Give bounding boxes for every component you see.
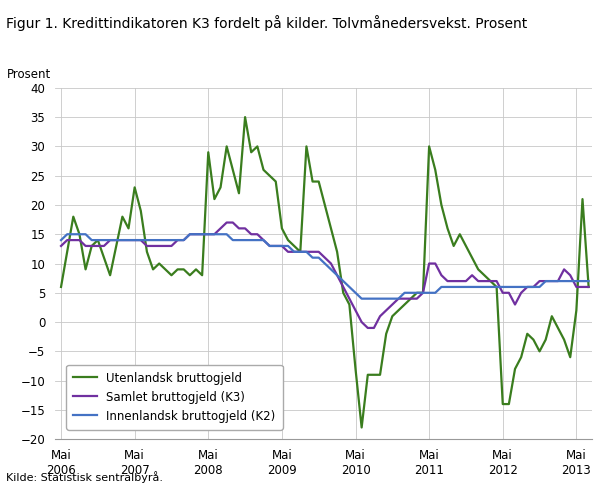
Line: Utenlandsk bruttogjeld: Utenlandsk bruttogjeld [61,117,589,427]
Legend: Utenlandsk bruttogjeld, Samlet bruttogjeld (K3), Innenlandsk bruttogjeld (K2): Utenlandsk bruttogjeld, Samlet bruttogje… [66,365,282,430]
Text: Prosent: Prosent [7,68,51,81]
Innenlandsk bruttogjeld (K2) [63,231,71,237]
Innenlandsk bruttogjeld (K2) [57,237,65,243]
Line: Innenlandsk bruttogjeld (K2): Innenlandsk bruttogjeld (K2) [61,234,589,299]
Utenlandsk bruttogjeld [358,425,365,430]
Samlet bruttogjeld (K3) [174,237,181,243]
Samlet bruttogjeld (K3) [223,220,231,225]
Utenlandsk bruttogjeld [210,196,218,202]
Innenlandsk bruttogjeld (K2) [217,231,224,237]
Innenlandsk bruttogjeld (K2) [585,278,592,284]
Samlet bruttogjeld (K3) [143,243,151,249]
Samlet bruttogjeld (K3) [328,261,335,266]
Line: Samlet bruttogjeld (K3): Samlet bruttogjeld (K3) [61,223,589,328]
Utenlandsk bruttogjeld [143,249,151,255]
Samlet bruttogjeld (K3) [210,231,218,237]
Samlet bruttogjeld (K3) [284,249,292,255]
Innenlandsk bruttogjeld (K2) [284,243,292,249]
Utenlandsk bruttogjeld [585,284,592,290]
Samlet bruttogjeld (K3) [499,290,506,296]
Utenlandsk bruttogjeld [328,225,335,231]
Utenlandsk bruttogjeld [174,266,181,272]
Utenlandsk bruttogjeld [284,237,292,243]
Text: Figur 1. Kredittindikatoren K3 fordelt på kilder. Tolvmånedersvekst. Prosent: Figur 1. Kredittindikatoren K3 fordelt p… [6,15,528,31]
Utenlandsk bruttogjeld [499,401,506,407]
Innenlandsk bruttogjeld (K2) [499,284,506,290]
Utenlandsk bruttogjeld [57,284,65,290]
Samlet bruttogjeld (K3) [364,325,371,331]
Innenlandsk bruttogjeld (K2) [358,296,365,302]
Utenlandsk bruttogjeld [242,114,249,120]
Innenlandsk bruttogjeld (K2) [149,237,157,243]
Innenlandsk bruttogjeld (K2) [180,237,187,243]
Samlet bruttogjeld (K3) [57,243,65,249]
Text: Kilde: Statistisk sentralbyrå.: Kilde: Statistisk sentralbyrå. [6,471,163,483]
Samlet bruttogjeld (K3) [585,284,592,290]
Innenlandsk bruttogjeld (K2) [328,266,335,272]
